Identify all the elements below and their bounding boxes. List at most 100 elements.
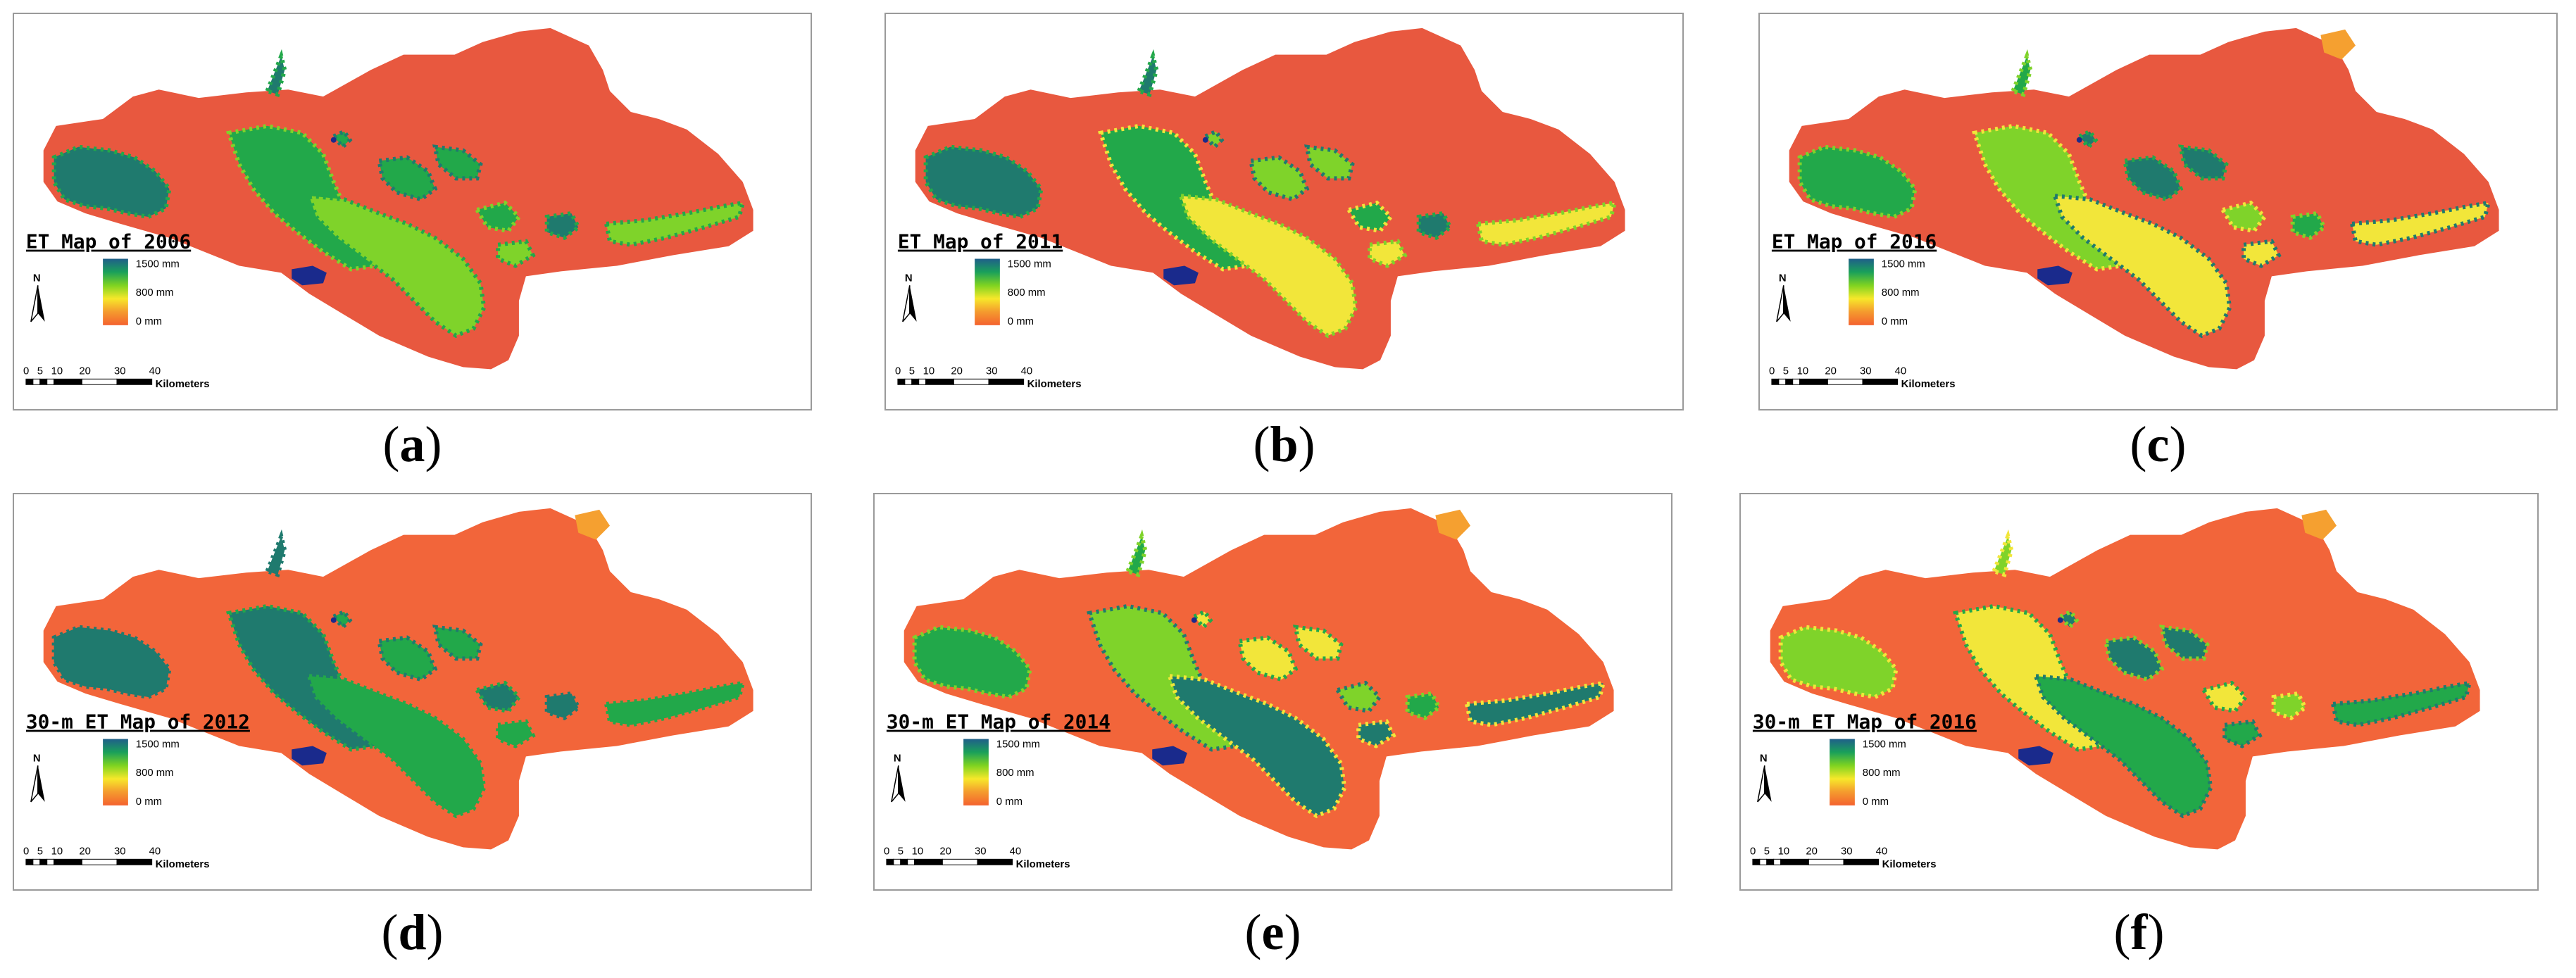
vegetation-patch bbox=[2349, 200, 2491, 247]
legend-max-label: 1500 mm bbox=[1863, 739, 1906, 750]
orange-patch bbox=[575, 509, 610, 540]
map-title: 30-m ET Map of 2014 bbox=[887, 710, 1111, 734]
scale-bar-segment bbox=[988, 378, 1025, 385]
vegetation-patch bbox=[2271, 691, 2308, 721]
scale-bar-segment bbox=[907, 858, 915, 865]
scale-tick-label: 20 bbox=[1825, 365, 1837, 377]
legend-min-label: 0 mm bbox=[996, 796, 1023, 808]
map-panel-f: 30-m ET Map of 2016 1500 mm 800 mm 0 mm N 0 5 1… bbox=[1739, 493, 2539, 891]
north-arrow-outline-icon bbox=[1757, 765, 1765, 803]
scale-bar-segment bbox=[1799, 378, 1828, 385]
map-title: 30-m ET Map of 2012 bbox=[26, 710, 250, 734]
north-arrow-icon bbox=[1783, 285, 1791, 322]
lake bbox=[2037, 265, 2072, 286]
scale-bar-segment bbox=[897, 378, 906, 385]
scale-bar-segment bbox=[1752, 858, 1761, 865]
scale-unit-label: Kilometers bbox=[1016, 859, 1070, 870]
vegetation-patch bbox=[1190, 609, 1213, 631]
scale-bar-segment bbox=[116, 858, 153, 865]
study-region bbox=[915, 27, 1625, 370]
scale-bar-segment bbox=[1785, 378, 1794, 385]
scale-bar-segment bbox=[1827, 378, 1863, 385]
map-title: 30-m ET Map of 2016 bbox=[1753, 710, 1977, 734]
vegetation-patch bbox=[1334, 680, 1382, 714]
legend-color-ramp bbox=[963, 739, 989, 805]
north-arrow-outline-icon bbox=[891, 765, 899, 803]
scale-bar-segment bbox=[942, 858, 978, 865]
scale-bar-segment bbox=[914, 858, 943, 865]
scale-bar-segment bbox=[900, 858, 908, 865]
scale-unit-label: Kilometers bbox=[156, 859, 210, 870]
scale-tick-label: 20 bbox=[79, 365, 91, 377]
vegetation-patch bbox=[330, 129, 353, 151]
legend-color-ramp bbox=[1830, 739, 1855, 805]
lake bbox=[1163, 265, 1199, 286]
vegetation-patch bbox=[264, 49, 287, 97]
map-svg: ET Map of 2016 1500 mm 800 mm 0 mm N 0 5 10 20 30… bbox=[1769, 27, 2499, 390]
scale-bar-segment bbox=[54, 378, 82, 385]
lake bbox=[292, 746, 327, 766]
vegetation-patch bbox=[2051, 193, 2232, 339]
caption-f: (f) bbox=[2113, 904, 2165, 960]
vegetation-patch bbox=[1368, 239, 1408, 268]
north-arrow-outline-icon bbox=[30, 285, 39, 322]
scale-bar-segment bbox=[32, 378, 41, 385]
study-region bbox=[43, 27, 754, 370]
north-arrow-outline-icon bbox=[1776, 285, 1784, 322]
vegetation-patch bbox=[1405, 691, 1442, 721]
scale-bar-segment bbox=[925, 378, 954, 385]
scale-bar-segment bbox=[54, 858, 82, 865]
lake bbox=[292, 265, 327, 286]
small-lake bbox=[1191, 617, 1197, 623]
caption-c: (c) bbox=[2130, 416, 2187, 472]
scale-bar-segment bbox=[1771, 378, 1780, 385]
scale-bar-segment bbox=[1759, 858, 1768, 865]
scale-bar-segment bbox=[25, 858, 34, 865]
scale-tick-label: 30 bbox=[1841, 846, 1853, 857]
scale-tick-label: 30 bbox=[986, 365, 998, 377]
vegetation-patch bbox=[432, 144, 483, 181]
scale-bar-segment bbox=[1778, 378, 1787, 385]
map-panel-a: ET Map of 2006 1500 mm 800 mm 0 mm N 0 5 10 20 30… bbox=[13, 13, 812, 410]
scale-tick-label: 0 bbox=[23, 365, 29, 377]
legend-mid-label: 800 mm bbox=[996, 767, 1034, 779]
map-svg: ET Map of 2006 1500 mm 800 mm 0 mm N 0 5 10 20 30… bbox=[23, 27, 754, 390]
vegetation-patch bbox=[2330, 680, 2472, 727]
scale-tick-label: 40 bbox=[1010, 846, 1022, 857]
legend-max-label: 1500 mm bbox=[996, 739, 1040, 750]
legend-min-label: 0 mm bbox=[136, 796, 162, 808]
north-label: N bbox=[1779, 272, 1787, 284]
legend-mid-label: 800 mm bbox=[136, 767, 174, 779]
north-label: N bbox=[905, 272, 913, 284]
north-label: N bbox=[894, 753, 901, 764]
vegetation-patch bbox=[1991, 529, 2014, 577]
scale-tick-label: 40 bbox=[1876, 846, 1888, 857]
scale-tick-label: 40 bbox=[149, 365, 161, 377]
scale-tick-label: 0 bbox=[884, 846, 889, 857]
scale-tick-label: 10 bbox=[1778, 846, 1790, 857]
legend-min-label: 0 mm bbox=[1863, 796, 1889, 808]
vegetation-patch bbox=[51, 144, 172, 220]
vegetation-patch bbox=[2159, 625, 2210, 661]
vegetation-patch bbox=[51, 625, 172, 700]
vegetation-patch bbox=[2075, 129, 2099, 151]
scale-bar-segment bbox=[893, 858, 901, 865]
map-panel-c: ET Map of 2016 1500 mm 800 mm 0 mm N 0 5 10 20 30… bbox=[1758, 13, 2558, 410]
scale-tick-label: 20 bbox=[79, 846, 91, 857]
vegetation-patch bbox=[1125, 529, 1148, 577]
caption-d: (d) bbox=[381, 904, 444, 960]
vegetation-patch bbox=[2178, 144, 2229, 181]
scale-tick-label: 5 bbox=[37, 846, 43, 857]
scale-tick-label: 30 bbox=[975, 846, 987, 857]
scale-bar-segment bbox=[81, 858, 118, 865]
vegetation-patch bbox=[544, 211, 582, 241]
legend-min-label: 0 mm bbox=[1008, 316, 1034, 327]
scale-bar-segment bbox=[953, 378, 989, 385]
map-title: ET Map of 2011 bbox=[898, 230, 1063, 253]
vegetation-patch bbox=[1201, 129, 1225, 151]
vegetation-patch bbox=[2032, 673, 2213, 819]
scale-bar-segment bbox=[1792, 378, 1801, 385]
study-region bbox=[1789, 27, 2499, 370]
vegetation-patch bbox=[923, 144, 1044, 220]
scale-tick-label: 10 bbox=[912, 846, 924, 857]
